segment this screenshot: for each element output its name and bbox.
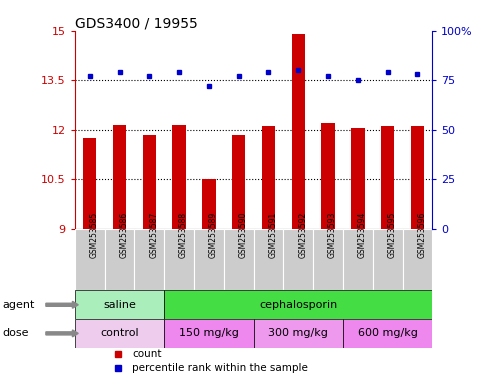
Text: GSM253593: GSM253593 <box>328 212 337 258</box>
Text: GSM253586: GSM253586 <box>120 212 128 258</box>
Text: GSM253592: GSM253592 <box>298 212 307 258</box>
Bar <box>75 290 164 319</box>
Bar <box>164 290 432 319</box>
Text: GDS3400 / 19955: GDS3400 / 19955 <box>75 17 198 31</box>
Text: percentile rank within the sample: percentile rank within the sample <box>132 363 308 373</box>
Text: agent: agent <box>2 300 35 310</box>
Bar <box>254 229 284 290</box>
Text: GSM253595: GSM253595 <box>388 212 397 258</box>
Bar <box>262 126 275 229</box>
Bar <box>134 229 164 290</box>
Text: GSM253585: GSM253585 <box>90 212 99 258</box>
Bar <box>254 319 343 348</box>
Text: 300 mg/kg: 300 mg/kg <box>269 328 328 338</box>
Bar <box>381 126 394 229</box>
Bar <box>83 138 97 229</box>
Text: GSM253587: GSM253587 <box>149 212 158 258</box>
Bar <box>373 229 402 290</box>
Bar <box>172 125 186 229</box>
Bar <box>321 123 335 229</box>
Text: cephalosporin: cephalosporin <box>259 300 338 310</box>
Text: GSM253591: GSM253591 <box>269 212 277 258</box>
Bar <box>224 229 254 290</box>
Bar <box>232 135 245 229</box>
Text: count: count <box>132 349 161 359</box>
Bar <box>284 229 313 290</box>
Text: GSM253588: GSM253588 <box>179 212 188 258</box>
Text: saline: saline <box>103 300 136 310</box>
Bar <box>194 229 224 290</box>
Bar <box>75 229 105 290</box>
Text: dose: dose <box>2 328 29 338</box>
Bar <box>292 34 305 229</box>
Text: GSM253590: GSM253590 <box>239 212 248 258</box>
Bar <box>164 319 254 348</box>
Text: GSM253596: GSM253596 <box>417 212 426 258</box>
Bar <box>343 319 432 348</box>
Text: 600 mg/kg: 600 mg/kg <box>358 328 417 338</box>
Bar <box>351 128 365 229</box>
Bar <box>105 229 134 290</box>
Bar <box>313 229 343 290</box>
Bar <box>343 229 373 290</box>
Bar <box>142 135 156 229</box>
Text: GSM253589: GSM253589 <box>209 212 218 258</box>
Bar <box>402 229 432 290</box>
Text: 150 mg/kg: 150 mg/kg <box>179 328 239 338</box>
Bar <box>75 319 164 348</box>
Text: GSM253594: GSM253594 <box>358 212 367 258</box>
Bar <box>411 126 424 229</box>
Bar <box>113 125 126 229</box>
Text: control: control <box>100 328 139 338</box>
Bar <box>164 229 194 290</box>
Bar <box>202 179 215 229</box>
